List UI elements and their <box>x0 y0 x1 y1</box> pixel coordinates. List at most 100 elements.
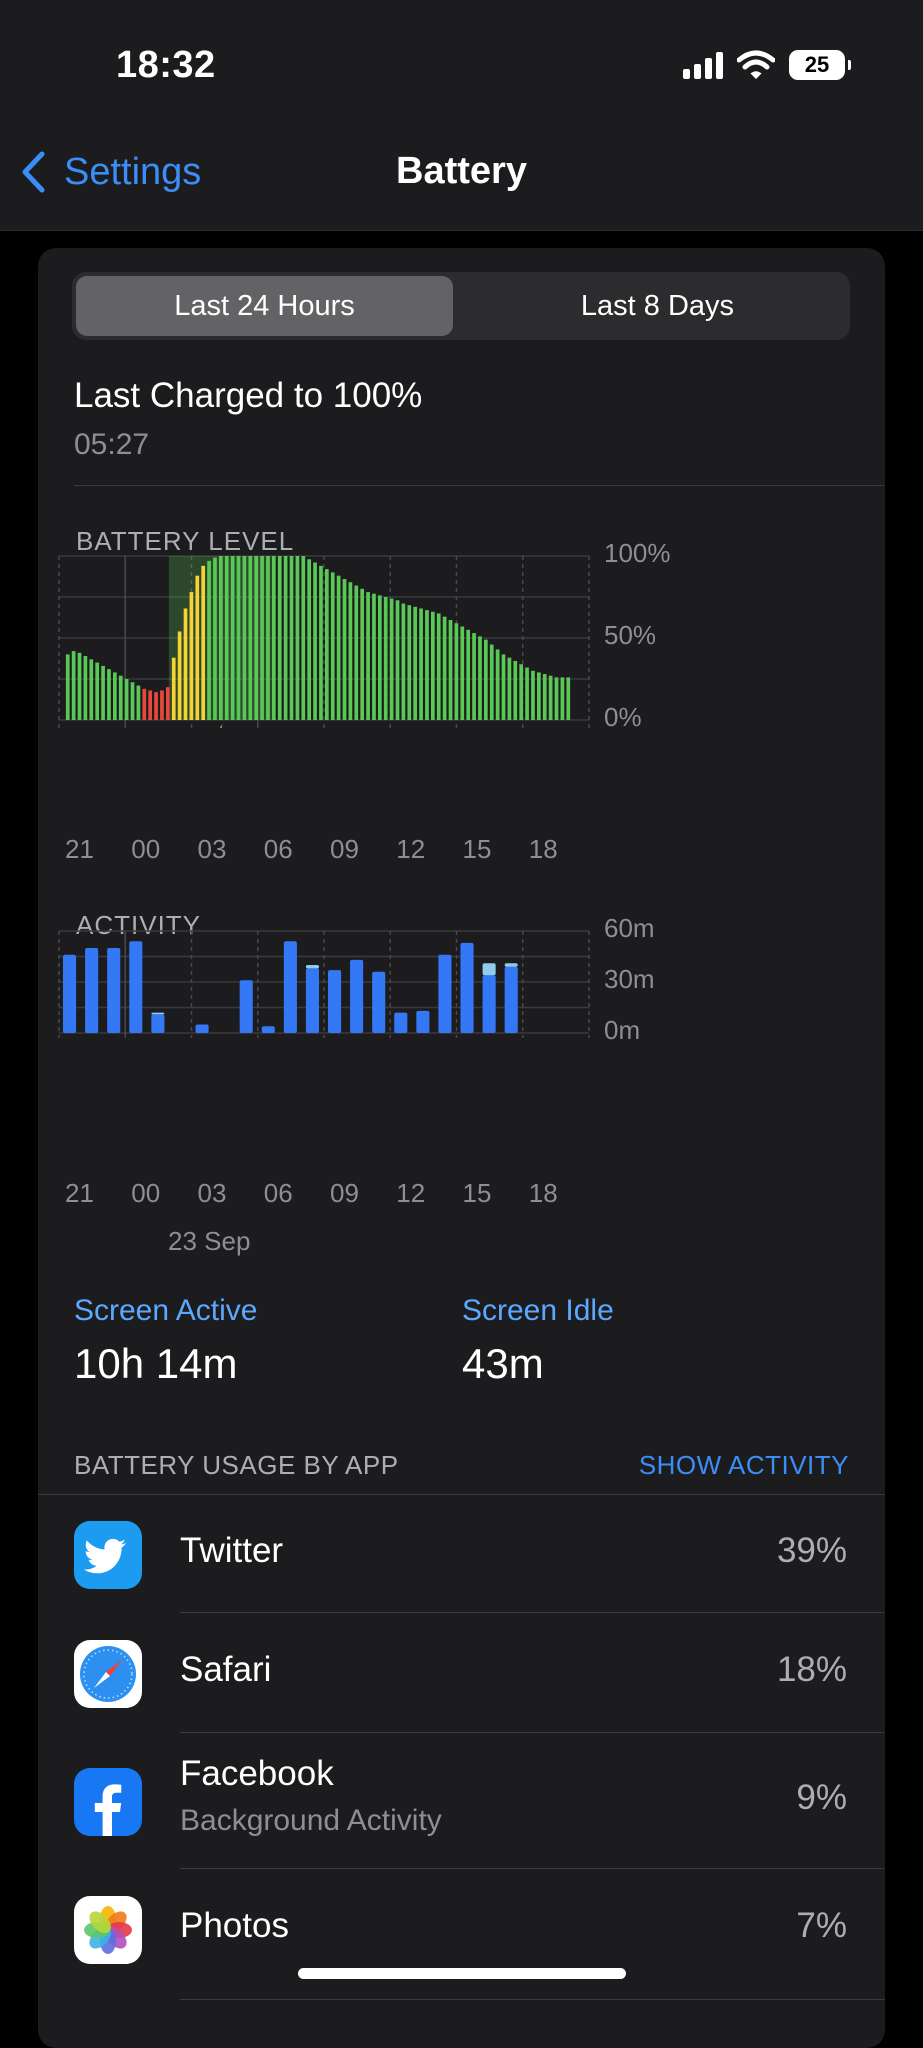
battery-bar <box>201 565 206 720</box>
activity-bar <box>416 1010 430 1033</box>
back-button-label: Settings <box>64 150 202 193</box>
battery-bar <box>548 675 553 720</box>
x-tick-label: 00 <box>131 834 161 864</box>
activity-bar <box>305 968 319 1033</box>
x-tick-label: 21 <box>65 834 94 864</box>
activity-bar <box>129 941 143 1033</box>
battery-level-chart[interactable] <box>38 548 885 728</box>
battery-bar <box>95 662 100 720</box>
activity-bar <box>195 1024 209 1033</box>
battery-bar <box>519 664 524 720</box>
y-tick-label: 50% <box>604 620 657 650</box>
battery-bar <box>442 616 447 720</box>
battery-bar <box>148 690 153 720</box>
home-indicator[interactable] <box>298 1968 626 1979</box>
activity-bar <box>151 1014 165 1033</box>
battery-level-label: BATTERY LEVEL <box>76 526 295 556</box>
app-row-facebook[interactable]: Facebook Background Activity 9% <box>38 1734 885 1869</box>
battery-bar <box>419 608 423 720</box>
battery-bar <box>525 667 529 720</box>
divider <box>180 1732 885 1733</box>
activity-bar <box>504 966 518 1033</box>
battery-bar <box>383 597 388 720</box>
battery-bar <box>183 608 188 720</box>
battery-bar <box>213 557 217 720</box>
app-name: Facebook <box>180 1754 334 1793</box>
activity-label: ACTIVITY <box>76 910 202 940</box>
app-row-twitter[interactable]: Twitter 39% <box>38 1495 885 1613</box>
y-tick-label: 60m <box>604 913 655 943</box>
status-icons: 25 <box>683 48 851 82</box>
battery-bar <box>448 619 453 720</box>
y-tick-label: 0% <box>604 702 642 732</box>
battery-bar <box>142 688 147 720</box>
battery-bar <box>224 556 229 720</box>
battery-bar <box>372 593 376 720</box>
activity-idle-bar <box>305 965 319 969</box>
app-percent: 7% <box>796 1906 847 1945</box>
battery-bar <box>360 588 365 720</box>
battery-bar <box>277 556 282 720</box>
battery-bar <box>336 575 341 720</box>
app-name: Photos <box>180 1906 289 1945</box>
activity-chart[interactable] <box>38 928 885 1038</box>
battery-bar <box>395 600 400 720</box>
battery-bar <box>378 595 382 720</box>
activity-bar <box>261 1026 275 1033</box>
app-row-photos[interactable]: Photos 7% <box>38 1870 885 2000</box>
battery-bar <box>554 677 559 720</box>
time-range-segmented-control[interactable]: Last 24 Hours Last 8 Days <box>72 272 850 340</box>
charging-bolt-icon <box>202 724 235 728</box>
battery-bar <box>513 660 518 720</box>
app-percent: 9% <box>796 1778 847 1817</box>
x-tick-label: 12 <box>396 1178 426 1208</box>
activity-bar <box>107 948 121 1033</box>
x-tick-label: 18 <box>528 834 558 864</box>
back-button[interactable]: Settings <box>20 150 201 194</box>
battery-bar <box>307 559 312 720</box>
battery-bar <box>401 603 406 720</box>
battery-bar <box>542 674 547 720</box>
battery-bar <box>236 556 241 720</box>
battery-bar <box>171 657 176 720</box>
segment-last-8-days[interactable]: Last 8 Days <box>580 289 735 322</box>
activity-bar <box>63 954 77 1033</box>
activity-bar <box>350 959 364 1033</box>
x-tick-label: 15 <box>462 834 492 864</box>
app-name: Safari <box>180 1650 272 1689</box>
divider <box>180 1612 885 1613</box>
battery-bar <box>89 659 94 720</box>
battery-bar <box>83 656 88 720</box>
app-name: Twitter <box>180 1531 284 1570</box>
x-tick-label: 12 <box>396 834 426 864</box>
activity-idle-bar <box>151 1012 165 1015</box>
battery-bar <box>207 560 211 720</box>
battery-bar <box>484 639 488 720</box>
show-activity-button[interactable]: SHOW ACTIVITY <box>638 1450 849 1480</box>
activity-bar <box>239 980 253 1033</box>
activity-bar <box>328 970 342 1033</box>
battery-bar <box>348 582 353 720</box>
battery-bar <box>118 675 123 720</box>
segment-last-24-hours[interactable]: Last 24 Hours <box>76 276 453 336</box>
battery-bar <box>295 556 300 720</box>
battery-bar <box>354 585 359 720</box>
battery-bar <box>283 556 288 720</box>
battery-bar <box>130 682 135 720</box>
battery-bar <box>431 611 435 720</box>
facebook-f-icon <box>74 1768 142 1836</box>
battery-bar <box>560 677 565 720</box>
battery-bar <box>260 556 264 720</box>
screen-active-label: Screen Active <box>74 1294 258 1327</box>
battery-bar <box>254 556 259 720</box>
app-row-safari[interactable]: Safari 18% <box>38 1614 885 1733</box>
battery-bar <box>460 626 465 720</box>
battery-bar <box>301 556 306 720</box>
battery-bar <box>77 652 82 720</box>
battery-bar <box>501 654 506 720</box>
x-tick-label: 00 <box>131 1178 161 1208</box>
battery-level-text: 25 <box>804 52 830 77</box>
x-tick-label: 03 <box>197 1178 227 1208</box>
battery-bar <box>107 669 111 720</box>
y-tick-label: 0m <box>604 1015 641 1045</box>
